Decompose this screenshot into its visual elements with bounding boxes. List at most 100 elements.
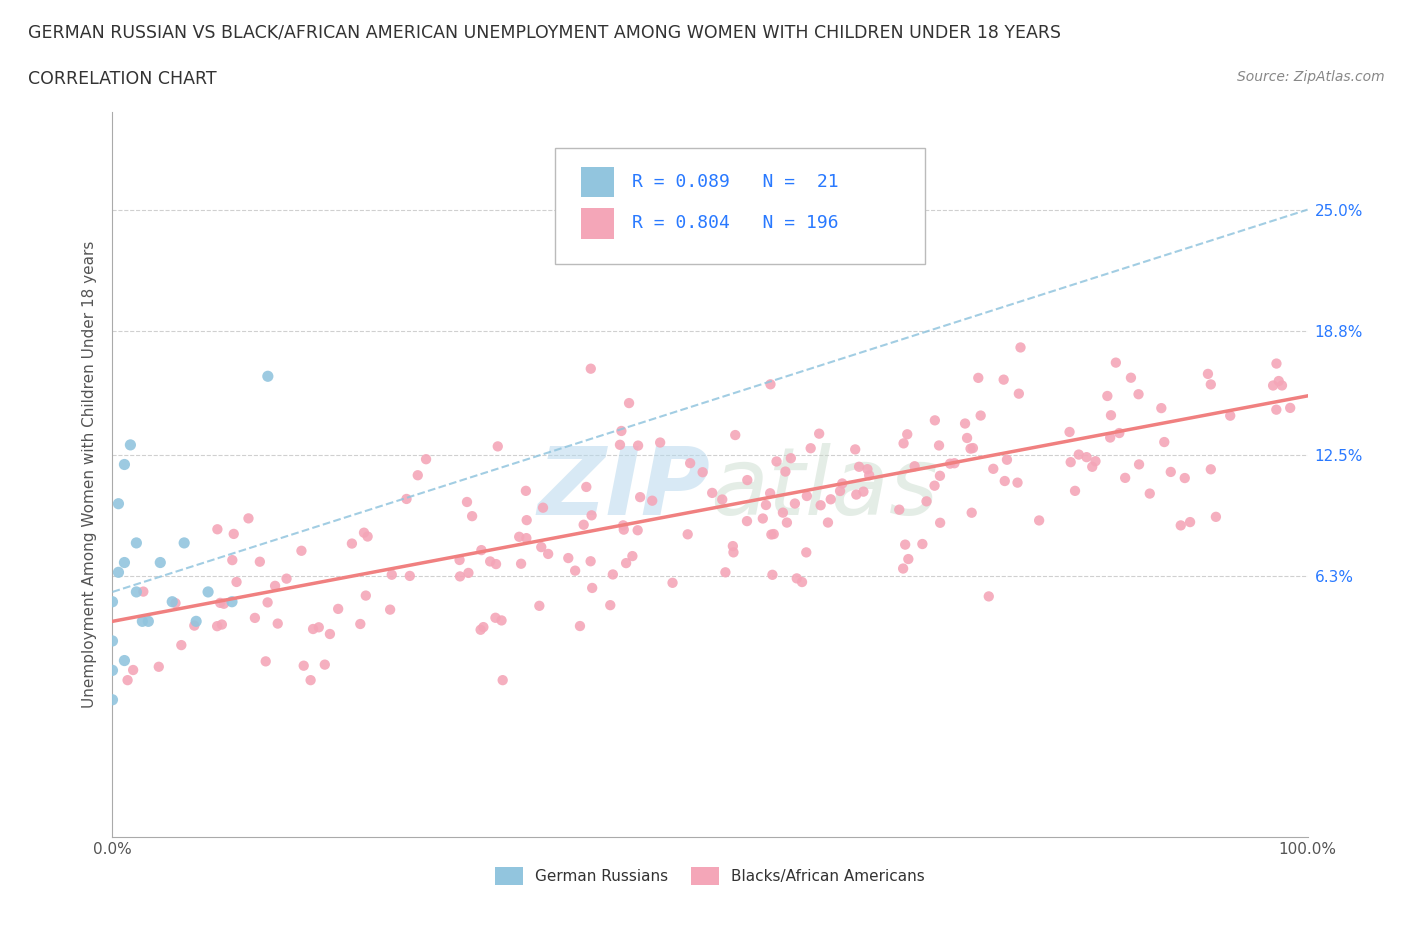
Point [165,596,187,611]
Point [1059,424,1081,439]
Point [641,493,664,508]
Point [627,438,650,453]
Point [1128,387,1150,402]
Point [939,457,962,472]
Point [264,578,287,593]
Point [614,555,637,570]
Point [319,627,342,642]
Point [299,672,322,687]
Point [221,552,243,567]
Point [529,598,551,613]
Point [508,529,530,544]
Point [765,454,787,469]
Point [1007,475,1029,490]
Point [486,439,509,454]
Point [114,653,135,668]
FancyBboxPatch shape [554,148,925,264]
Point [340,536,363,551]
Point [1150,401,1173,416]
Point [796,488,818,503]
Point [101,663,124,678]
Legend: German Russians, Blacks/African Americans: German Russians, Blacks/African American… [489,861,931,891]
Point [1153,434,1175,449]
Point [977,589,1000,604]
Point [831,476,853,491]
Point [852,485,875,499]
Point [844,442,866,457]
Point [186,614,208,629]
Point [679,456,702,471]
Point [557,551,579,565]
Point [207,522,229,537]
Point [531,500,554,515]
Point [737,472,759,487]
Point [779,451,801,466]
Point [120,437,142,452]
Point [661,576,683,591]
Point [470,543,492,558]
Point [173,536,195,551]
Point [628,490,651,505]
Point [845,487,868,502]
Point [800,441,823,456]
Point [676,527,699,542]
Point [1219,408,1241,423]
Point [692,465,714,480]
Point [1199,462,1222,477]
Bar [581,208,614,238]
Point [292,658,315,673]
Point [406,468,429,483]
Point [449,569,471,584]
Point [1261,379,1284,393]
Point [290,543,312,558]
Point [621,549,644,564]
Point [457,565,479,580]
Point [1170,518,1192,533]
Point [761,527,783,542]
Point [1084,454,1107,469]
Point [479,554,502,569]
Point [395,492,418,507]
Point [602,567,624,582]
Point [575,480,598,495]
Point [858,468,880,483]
Point [1199,377,1222,392]
Point [1160,464,1182,479]
Point [125,584,148,599]
Text: ZIP: ZIP [537,443,710,535]
Point [107,497,129,512]
Point [928,438,950,453]
Point [1064,484,1087,498]
Point [308,620,330,635]
Point [211,618,233,632]
Bar [581,166,614,197]
Point [537,547,560,562]
Point [530,539,553,554]
Point [138,614,160,629]
Point [610,423,633,438]
Point [1139,486,1161,501]
Point [470,622,492,637]
Point [222,526,245,541]
Point [911,537,934,551]
Point [828,484,851,498]
Point [581,508,603,523]
Point [484,610,506,625]
Point [212,596,235,611]
Point [848,459,870,474]
Point [995,452,1018,467]
Point [107,565,129,579]
Point [613,522,636,537]
Point [1099,408,1122,423]
Point [627,523,650,538]
Point [924,413,946,428]
Point [1028,513,1050,528]
Point [1099,430,1122,445]
Point [924,478,946,493]
Text: Source: ZipAtlas.com: Source: ZipAtlas.com [1237,70,1385,84]
Point [510,556,533,571]
Point [896,427,918,442]
Point [959,441,981,456]
Point [994,473,1017,488]
Point [960,505,983,520]
